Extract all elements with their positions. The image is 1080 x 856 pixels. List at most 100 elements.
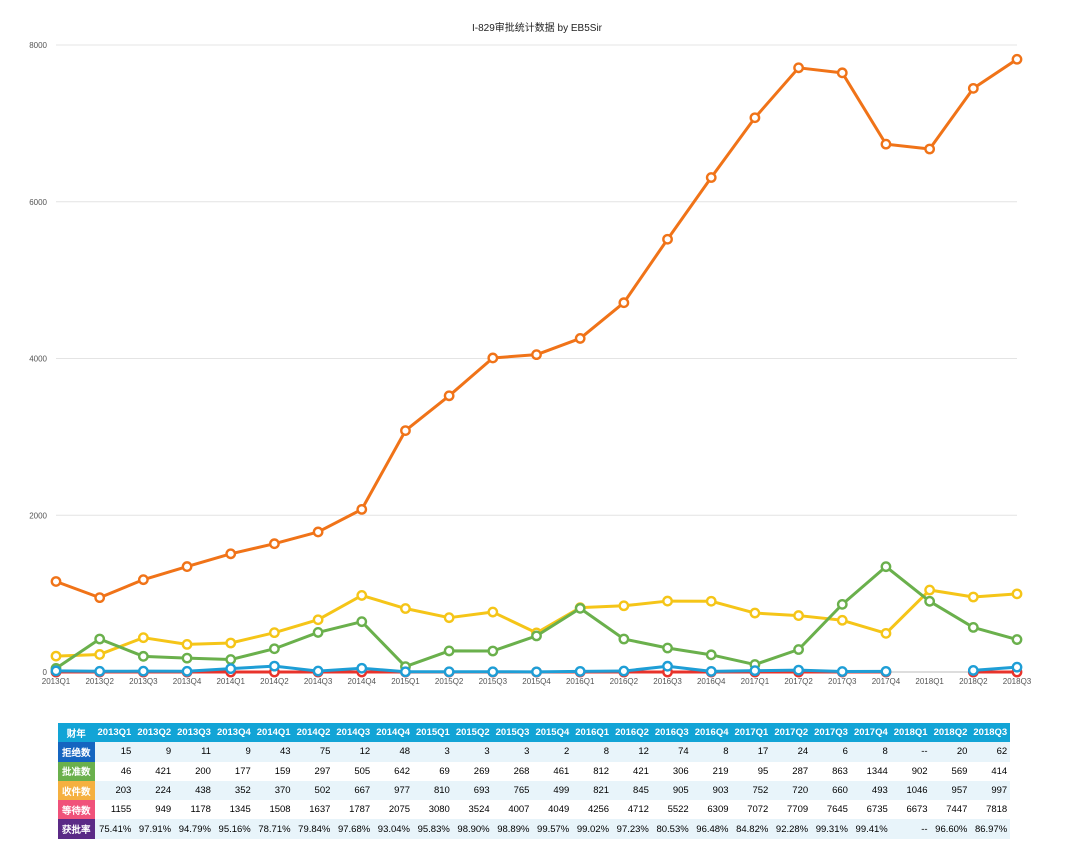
table-cell: 98.89% — [492, 819, 533, 839]
series-layer — [50, 53, 1023, 678]
x-tick-label: 2015Q1 — [391, 677, 420, 686]
x-tick-label: 2015Q3 — [479, 677, 508, 686]
table-cell: 438 — [174, 780, 214, 801]
table-cell: 977 — [373, 780, 414, 801]
table-cell: 4007 — [492, 800, 533, 820]
data-point — [531, 349, 542, 361]
data-point — [137, 574, 149, 586]
table-cell: 3524 — [452, 800, 493, 820]
x-tick-label: 2017Q2 — [784, 677, 813, 686]
data-point — [836, 67, 848, 79]
data-point — [356, 590, 368, 601]
table-cell: 99.02% — [572, 819, 613, 839]
table-cell: 493 — [850, 780, 891, 801]
table-cell: 9 — [213, 742, 254, 762]
table-cell: 75.41% — [94, 819, 135, 839]
data-point — [967, 591, 979, 603]
data-point — [269, 643, 280, 655]
column-header: 2016Q2 — [612, 723, 652, 743]
data-point — [793, 644, 804, 655]
table-cell: 1508 — [253, 800, 294, 820]
table-cell: 957 — [930, 780, 971, 801]
table-cell: 86.97% — [970, 819, 1011, 839]
data-point — [880, 665, 892, 677]
table-cell: 99.41% — [850, 819, 891, 839]
data-point — [137, 632, 149, 644]
data-point — [967, 622, 979, 633]
x-tick-label: 2017Q3 — [828, 677, 857, 686]
data-point — [967, 665, 979, 676]
table-cell: 902 — [890, 761, 931, 781]
data-point — [94, 633, 106, 645]
row-header: 收件数 — [58, 780, 95, 801]
table-cell: 812 — [572, 761, 613, 781]
table-cell: 17 — [731, 742, 772, 762]
column-header: 2014Q4 — [373, 723, 414, 743]
data-point — [793, 62, 804, 74]
data-point — [400, 666, 411, 678]
table-cell: 3 — [452, 742, 493, 762]
x-tick-label: 2013Q2 — [85, 677, 114, 686]
x-tick-label: 2015Q2 — [435, 677, 464, 686]
table-cell: 75 — [293, 742, 334, 762]
series-line — [55, 565, 1018, 670]
data-point — [94, 592, 106, 604]
x-tick-label: 2014Q1 — [216, 677, 245, 686]
data-point — [181, 561, 193, 572]
table-cell: 6735 — [850, 800, 891, 820]
table-cell: 1155 — [94, 800, 135, 820]
table-cell: 79.84% — [293, 819, 334, 839]
data-point — [836, 666, 848, 677]
data-point — [705, 665, 717, 677]
table-cell: 95.83% — [413, 819, 453, 839]
data-point — [400, 603, 411, 614]
table-cell: 693 — [452, 780, 493, 801]
data-point — [574, 665, 586, 677]
table-cell: 461 — [532, 761, 573, 781]
x-tick-label: 2013Q3 — [129, 677, 158, 686]
series-rejected — [50, 660, 1023, 678]
series-pending — [50, 53, 1023, 604]
data-point — [487, 606, 499, 618]
table-cell: 720 — [771, 780, 812, 801]
data-point — [225, 663, 237, 675]
data-point — [574, 333, 586, 344]
table-cell: 5522 — [651, 800, 692, 820]
table-cell: 863 — [811, 761, 851, 781]
data-point — [312, 665, 324, 677]
y-tick-label: 8000 — [29, 41, 47, 50]
data-point — [924, 143, 936, 155]
column-header: 2017Q1 — [731, 723, 772, 743]
table-cell: 96.48% — [691, 819, 732, 839]
series-line — [973, 665, 1018, 672]
table-cell: 203 — [94, 780, 135, 801]
column-header: 2013Q4 — [213, 723, 254, 743]
data-point — [1011, 661, 1023, 673]
table-cell: 414 — [970, 761, 1011, 781]
table-corner-header: 财年 — [58, 723, 95, 743]
table-cell: 98.90% — [452, 819, 493, 839]
table-body: 拒绝数 15 9 11 9 43 75 12 48 3 3 3 2 8 12 74 8 17 24 6 8 -- 20 62 批… — [58, 742, 1011, 839]
data-point — [705, 172, 717, 183]
table-cell: 903 — [691, 780, 732, 801]
data-point — [574, 602, 586, 614]
data-point — [356, 662, 368, 674]
x-axis-ticks: 2013Q1 2013Q2 2013Q3 2013Q4 2014Q1 2014Q2 2014… — [42, 677, 1032, 686]
series-line — [55, 664, 886, 674]
x-tick-label: 2018Q1 — [915, 677, 944, 686]
column-header: 2018Q3 — [970, 723, 1011, 743]
data-point — [181, 665, 193, 677]
data-point — [924, 595, 936, 607]
data-point — [225, 548, 237, 560]
data-point — [94, 665, 106, 677]
series-received — [50, 584, 1023, 662]
data-point — [225, 637, 237, 649]
data-point — [618, 665, 630, 677]
table-cell: 1344 — [850, 761, 891, 781]
table-cell: 96.60% — [930, 819, 971, 839]
x-tick-label: 2013Q4 — [173, 677, 202, 686]
table-cell: 569 — [930, 761, 971, 781]
data-point — [181, 652, 193, 664]
table-cell: 370 — [253, 780, 294, 801]
x-tick-label: 2017Q1 — [741, 677, 770, 686]
